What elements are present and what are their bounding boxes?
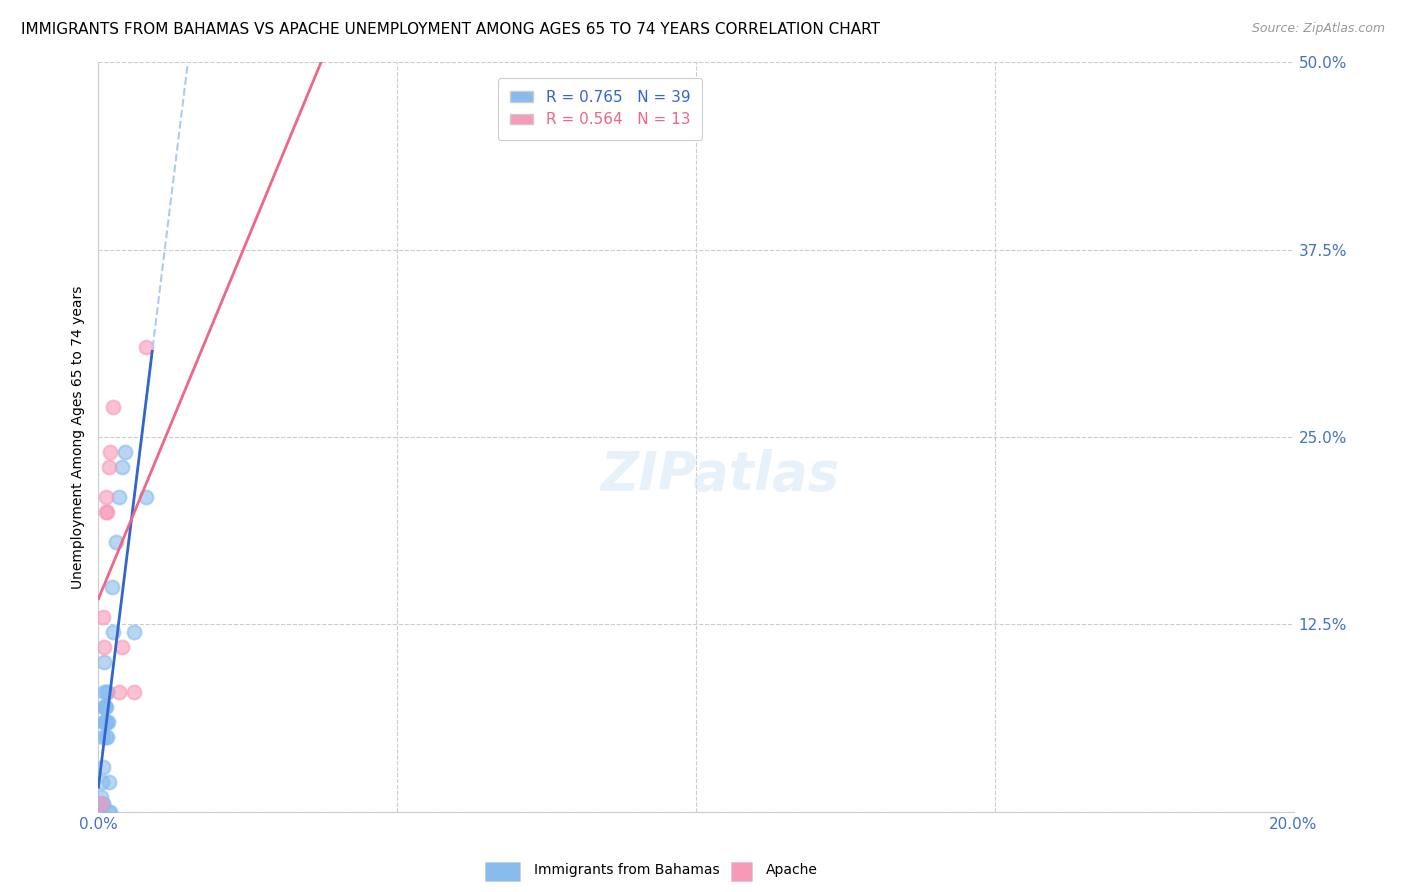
Point [91,774,114,789]
Point [96,505,118,519]
Point [91,760,114,774]
Point [93,655,115,669]
Point [114,445,136,459]
Point [108,490,131,504]
Point [89,797,111,812]
Point [90,797,112,812]
Point [135,340,157,354]
Point [93,714,115,729]
Point [103,624,125,639]
Point [96,714,118,729]
Point [93,640,115,654]
Point [105,535,128,549]
Point [98,460,121,475]
Point [93,699,115,714]
Point [94,714,117,729]
Point [124,624,146,639]
Text: Source: ZipAtlas.com: Source: ZipAtlas.com [1251,22,1385,36]
Point [93,699,115,714]
Legend: R = 0.765   N = 39, R = 0.564   N = 13: R = 0.765 N = 39, R = 0.564 N = 13 [498,78,703,140]
Point [91,797,114,812]
Point [94,699,117,714]
Point [90,797,112,812]
Point [91,797,114,812]
Point [94,490,117,504]
Point [91,797,114,812]
Point [96,505,118,519]
Point [90,797,112,812]
Y-axis label: Unemployment Among Ages 65 to 74 years: Unemployment Among Ages 65 to 74 years [70,285,84,589]
Point [89,797,111,812]
Point [98,805,122,819]
Text: Immigrants from Bahamas: Immigrants from Bahamas [534,863,720,877]
Point [94,730,117,744]
Point [90,789,112,804]
Text: Apache: Apache [766,863,818,877]
Point [98,774,121,789]
Point [97,805,120,819]
Text: ZIPatlas: ZIPatlas [600,449,839,500]
Point [111,640,134,654]
Point [100,580,122,594]
Point [96,699,118,714]
Point [93,714,115,729]
Point [94,714,117,729]
Point [97,714,120,729]
Point [96,685,118,699]
Point [93,685,115,699]
Point [98,445,122,459]
Point [135,490,157,504]
Point [91,730,114,744]
Point [124,685,146,699]
Point [96,730,118,744]
Text: IMMIGRANTS FROM BAHAMAS VS APACHE UNEMPLOYMENT AMONG AGES 65 TO 74 YEARS CORRELA: IMMIGRANTS FROM BAHAMAS VS APACHE UNEMPL… [21,22,880,37]
Point [103,400,125,414]
Point [111,460,134,475]
Point [108,685,131,699]
Point [96,685,118,699]
Point [96,714,118,729]
Point [91,610,114,624]
